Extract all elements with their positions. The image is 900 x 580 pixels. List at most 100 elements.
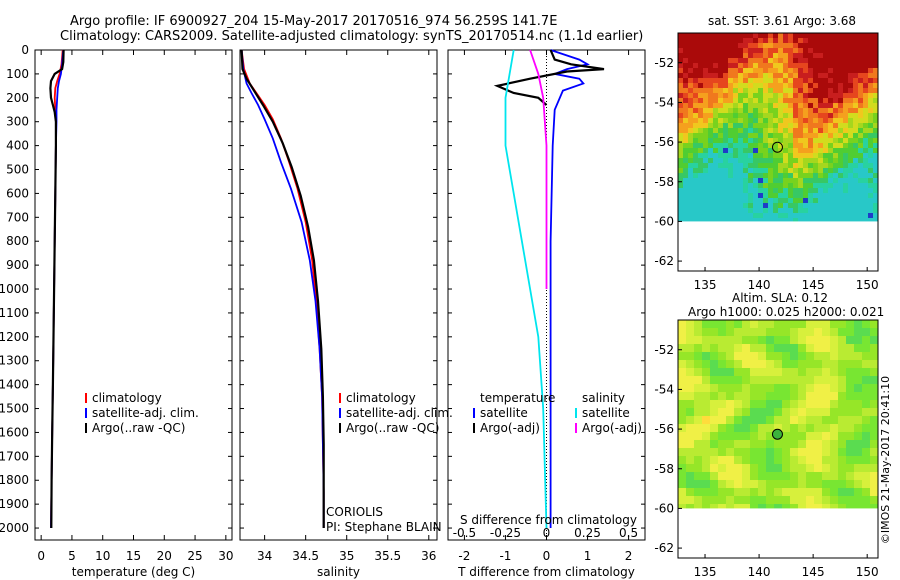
heatmap-cell <box>788 38 793 43</box>
heatmap-cell <box>693 63 698 68</box>
heatmap-cell <box>738 193 743 198</box>
heatmap-cell <box>798 158 803 163</box>
heatmap-cell <box>862 336 870 344</box>
heatmap-cell <box>790 472 798 480</box>
heatmap-cell <box>783 208 788 213</box>
heatmap-cell <box>848 193 853 198</box>
heatmap-cell <box>773 83 778 88</box>
heatmap-cell <box>768 218 773 222</box>
heatmap-cell <box>708 203 713 208</box>
heatmap-cell <box>858 218 863 222</box>
heatmap-cell <box>798 43 803 48</box>
heatmap-cell <box>683 123 688 128</box>
heatmap-cell <box>678 83 683 88</box>
heatmap-cell <box>686 376 694 384</box>
heatmap-cell <box>813 133 818 138</box>
heatmap-cell <box>768 193 773 198</box>
heatmap-cell <box>793 73 798 78</box>
heatmap-cell <box>803 93 808 98</box>
heatmap-cell <box>753 213 758 218</box>
heatmap-cell <box>798 48 803 53</box>
heatmap-cell <box>823 218 828 222</box>
heatmap-cell <box>798 416 806 424</box>
heatmap-cell <box>728 168 733 173</box>
heatmap-cell <box>742 496 750 504</box>
heatmap-cell <box>868 43 873 48</box>
heatmap-cell <box>758 103 763 108</box>
heatmap-cell <box>758 504 766 509</box>
heatmap-cell <box>750 336 758 344</box>
heatmap-cell <box>710 376 718 384</box>
heatmap-cell <box>713 68 718 73</box>
heatmap-cell <box>734 480 742 488</box>
heatmap-cell <box>708 108 713 113</box>
heatmap-cell <box>833 133 838 138</box>
heatmap-cell <box>822 456 830 464</box>
heatmap-cell <box>853 128 858 133</box>
heatmap-cell <box>823 208 828 213</box>
heatmap-cell <box>853 113 858 118</box>
heatmap-cell <box>873 38 878 43</box>
heatmap-cell <box>708 143 713 148</box>
heatmap-cell <box>868 158 873 163</box>
heatmap-cell <box>678 320 686 328</box>
heatmap-cell <box>833 218 838 222</box>
heatmap-cell <box>723 53 728 58</box>
heatmap-cell <box>853 93 858 98</box>
heatmap-cell <box>854 472 862 480</box>
heatmap-cell <box>848 53 853 58</box>
heatmap-cell <box>848 143 853 148</box>
heatmap-cell <box>778 63 783 68</box>
heatmap-cell <box>708 158 713 163</box>
heatmap-cell <box>763 208 768 213</box>
heatmap-cell <box>868 218 873 222</box>
heatmap-cell <box>788 98 793 103</box>
heatmap-cell <box>790 368 798 376</box>
heatmap-cell <box>813 213 818 218</box>
heatmap-cell <box>838 53 843 58</box>
heatmap-cell <box>843 38 848 43</box>
heatmap-cell <box>773 198 778 203</box>
heatmap-cell <box>783 83 788 88</box>
heatmap-cell <box>818 113 823 118</box>
heatmap-cell <box>678 93 683 98</box>
heatmap-cell <box>783 163 788 168</box>
heatmap-cell <box>708 113 713 118</box>
y-tick-label: 1200 <box>0 330 29 344</box>
heatmap-cell <box>733 148 738 153</box>
heatmap-cell <box>814 336 822 344</box>
heatmap-cell <box>728 93 733 98</box>
heatmap-cell <box>728 88 733 93</box>
heatmap-cell <box>813 98 818 103</box>
heatmap-cell <box>678 440 686 448</box>
heatmap-cell <box>848 88 853 93</box>
heatmap-cell <box>833 173 838 178</box>
heatmap-cell <box>868 203 873 208</box>
heatmap-cell <box>783 203 788 208</box>
heatmap-cell <box>768 38 773 43</box>
heatmap-cell <box>833 138 838 143</box>
heatmap-cell <box>723 78 728 83</box>
heatmap-cell <box>788 148 793 153</box>
heatmap-cell <box>813 88 818 93</box>
heatmap-cell <box>862 384 870 392</box>
heatmap-cell <box>688 128 693 133</box>
heatmap-cell <box>743 168 748 173</box>
heatmap-cell <box>833 178 838 183</box>
heatmap-cell <box>758 208 763 213</box>
heatmap-cell <box>868 113 873 118</box>
heatmap-cell <box>686 432 694 440</box>
heatmap-cell <box>763 173 768 178</box>
heatmap-cell <box>718 178 723 183</box>
heatmap-cell <box>694 328 702 336</box>
heatmap-cell <box>683 108 688 113</box>
heatmap-cell <box>858 178 863 183</box>
heatmap-cell <box>808 208 813 213</box>
heatmap-cell <box>688 68 693 73</box>
heatmap-cell <box>793 88 798 93</box>
heatmap-cell <box>848 148 853 153</box>
heatmap-cell <box>843 213 848 218</box>
heatmap-cell <box>683 103 688 108</box>
heatmap-cell <box>803 83 808 88</box>
heatmap-cell <box>743 38 748 43</box>
